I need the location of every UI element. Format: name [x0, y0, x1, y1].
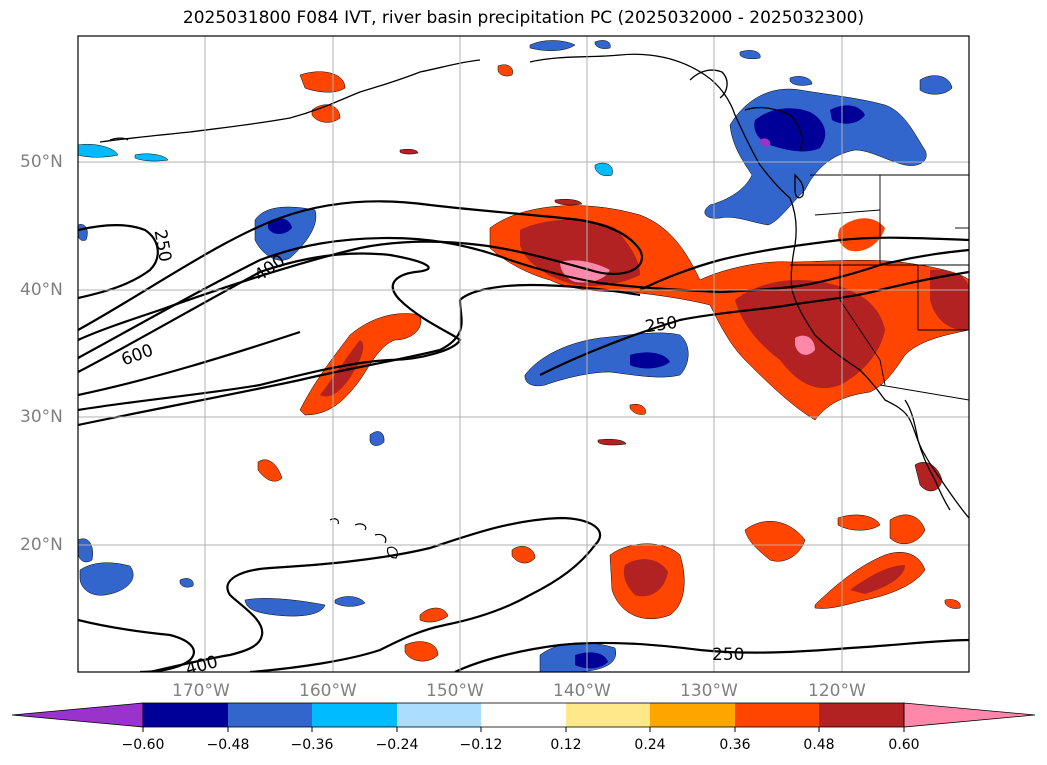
graticule — [78, 36, 969, 672]
colorbar-extend-min — [11, 702, 144, 728]
colorbar-tick-label: 0.60 — [888, 737, 920, 753]
lon-label-150w: 150°W — [426, 681, 484, 701]
contour-label-250-south: 250 — [712, 645, 744, 665]
colorbar-tick-label: −0.36 — [290, 737, 334, 753]
negative-precip-anomaly-areas — [78, 40, 953, 672]
colorbar-tick-label: −0.12 — [459, 737, 503, 753]
colorbar-tick-label: 0.24 — [634, 737, 666, 753]
lon-label-140w: 140°W — [553, 681, 611, 701]
lat-label-40n: 40°N — [20, 280, 63, 300]
hawaiian-islands — [329, 518, 399, 559]
lat-label-30n: 30°N — [20, 407, 63, 427]
colorbar-bin-6 — [566, 703, 650, 727]
colorbar-bin-1 — [143, 703, 228, 727]
colorbar-bin-3 — [312, 703, 397, 727]
coastlines — [99, 53, 969, 519]
state-borders — [790, 174, 969, 401]
colorbar-bin-8 — [735, 703, 819, 727]
lon-label-130w: 130°W — [680, 681, 738, 701]
map-frame — [77, 35, 970, 673]
contour-label-250-central: 250 — [644, 313, 679, 337]
colorbar-extend-max — [903, 702, 1036, 728]
colorbar-tick-label: 0.12 — [550, 737, 582, 753]
lat-label-50n: 50°N — [20, 152, 63, 172]
lat-label-20n: 20°N — [20, 535, 63, 555]
colorbar-tick-label: 0.36 — [719, 737, 751, 753]
colorbar — [11, 702, 1036, 732]
ivt-contours — [78, 200, 969, 672]
lon-label-170w: 170°W — [172, 681, 230, 701]
colorbar-bin-9 — [819, 703, 904, 727]
contour-label-400-south: 400 — [184, 652, 221, 680]
colorbar-tick-label: 0.48 — [803, 737, 835, 753]
colorbar-tick-label: −0.60 — [121, 737, 165, 753]
colorbar-bin-4 — [397, 703, 481, 727]
colorbar-bin-2 — [228, 703, 312, 727]
colorbar-bin-5 — [481, 703, 566, 727]
colorbar-bin-7 — [650, 703, 735, 727]
colorbar-tick-label: −0.48 — [206, 737, 250, 753]
lon-label-160w: 160°W — [299, 681, 357, 701]
map-title: 2025031800 F084 IVT, river basin precipi… — [182, 8, 865, 28]
lon-label-120w: 120°W — [808, 681, 866, 701]
colorbar-tick-label: −0.24 — [375, 737, 419, 753]
